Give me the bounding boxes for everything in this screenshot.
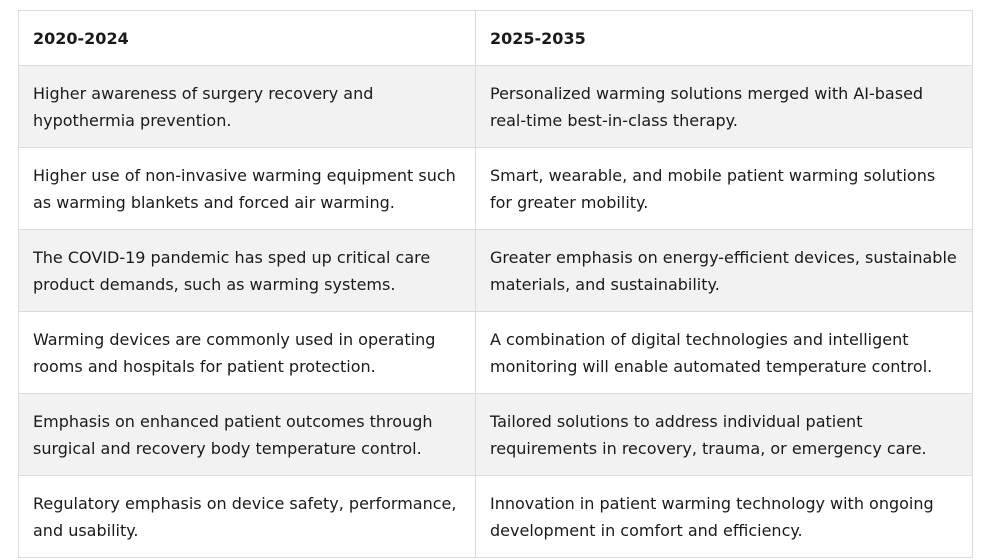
header-row: 2020-2024 2025-2035	[18, 10, 973, 66]
table-cell: Personalized warming solutions merged wi…	[475, 65, 973, 148]
table-cell: Innovation in patient warming technology…	[475, 475, 973, 558]
table-cell: The COVID-19 pandemic has sped up critic…	[18, 229, 476, 312]
table-row: The COVID-19 pandemic has sped up critic…	[18, 229, 973, 312]
table-cell: Warming devices are commonly used in ope…	[18, 311, 476, 394]
table-cell: Smart, wearable, and mobile patient warm…	[475, 147, 973, 230]
column-header-2020-2024: 2020-2024	[18, 10, 476, 66]
table-cell: Higher awareness of surgery recovery and…	[18, 65, 476, 148]
table-cell: Tailored solutions to address individual…	[475, 393, 973, 476]
table-cell: A combination of digital technologies an…	[475, 311, 973, 394]
column-header-2025-2035: 2025-2035	[475, 10, 973, 66]
table-cell: Emphasis on enhanced patient outcomes th…	[18, 393, 476, 476]
table-row: Higher use of non-invasive warming equip…	[18, 147, 973, 230]
table-cell: Regulatory emphasis on device safety, pe…	[18, 475, 476, 558]
table-row: Higher awareness of surgery recovery and…	[18, 65, 973, 148]
table-cell: Greater emphasis on energy-efficient dev…	[475, 229, 973, 312]
table-row: Emphasis on enhanced patient outcomes th…	[18, 393, 973, 476]
table-cell: Higher use of non-invasive warming equip…	[18, 147, 476, 230]
table-row: Regulatory emphasis on device safety, pe…	[18, 475, 973, 558]
table-row: Warming devices are commonly used in ope…	[18, 311, 973, 394]
comparison-table: 2020-2024 2025-2035 Higher awareness of …	[18, 10, 973, 558]
